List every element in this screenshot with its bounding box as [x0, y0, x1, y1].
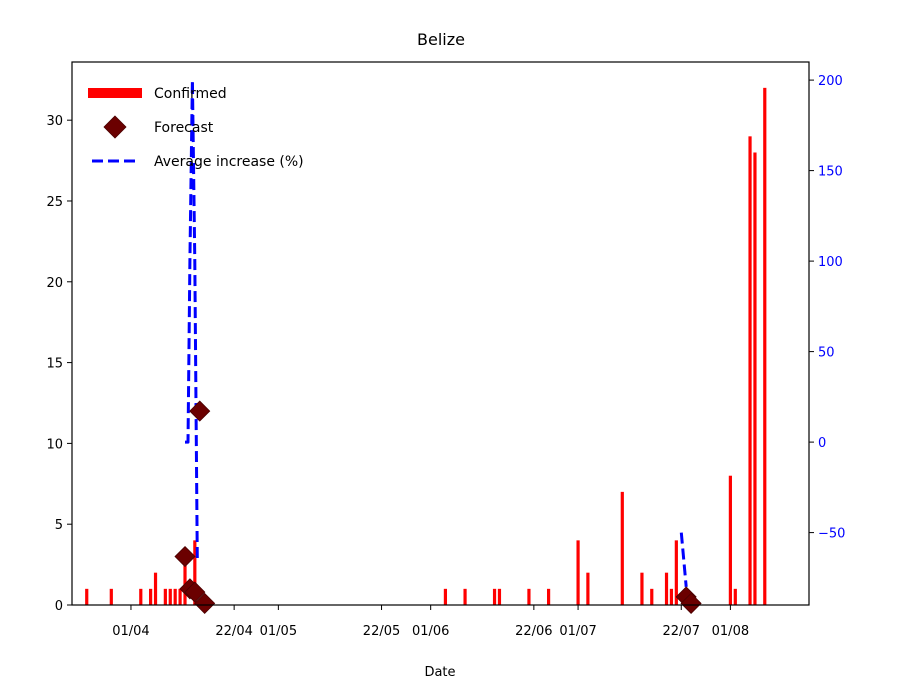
forecast-point-0: [174, 545, 196, 568]
forecast-markers: [174, 400, 702, 614]
confirmed-bar-9: [183, 556, 187, 605]
confirmed-bar-28: [753, 152, 757, 605]
y-tick-label-5: 25: [46, 195, 63, 210]
y-tick-label-1: 5: [55, 518, 63, 533]
x-axis-label: Date: [424, 665, 455, 680]
y-tick-label-3: 15: [46, 357, 63, 372]
x-tick-label-8: 01/08: [712, 624, 749, 639]
confirmed-bar-11: [443, 588, 448, 605]
x-tick-label-2: 01/05: [260, 624, 297, 639]
y2-tick-label-0: −50: [818, 527, 845, 542]
confirmed-bar-16: [546, 588, 551, 605]
forecast-point-4: [194, 592, 216, 614]
legend: Confirmed Forecast Average increase (%): [88, 86, 304, 170]
bars: [85, 87, 767, 606]
legend-label-1: Forecast: [154, 120, 214, 136]
confirmed-bar-7: [173, 588, 177, 605]
forecast-point-6: [680, 592, 702, 614]
confirmed-bar-8: [178, 588, 182, 605]
average-increase-segment-1: [679, 532, 688, 588]
confirmed-bar-12: [463, 588, 467, 605]
x-tick-label-3: 22/05: [363, 624, 400, 639]
y-tick-label-6: 30: [46, 114, 63, 129]
x-tick-label-7: 22/07: [663, 624, 700, 639]
x-tick-label-6: 01/07: [559, 624, 596, 639]
confirmed-bar-15: [527, 588, 531, 605]
confirmed-bar-27: [748, 136, 752, 605]
legend-forecast-swatch: [103, 115, 127, 139]
confirmed-bar-23: [669, 588, 674, 605]
x-tick-label-4: 01/06: [412, 624, 449, 639]
x-tick-label-1: 22/04: [215, 624, 252, 639]
confirmed-bar-13: [492, 588, 497, 605]
confirmed-bar-18: [586, 572, 590, 605]
y-axis-left: 0 5 10 15 20 25 30: [46, 114, 72, 614]
y-axis-right: −50 0 50 100 150 200: [809, 74, 845, 542]
confirmed-bar-22: [664, 572, 669, 605]
forecast-point-2: [184, 581, 206, 603]
x-tick-label-0: 01/04: [112, 624, 149, 639]
x-tick-label-5: 22/06: [515, 624, 552, 639]
confirmed-bar-24: [674, 540, 678, 605]
y2-tick-label-5: 200: [818, 74, 843, 89]
confirmed-bar-14: [497, 588, 502, 605]
confirmed-bar-10: [193, 540, 197, 605]
y2-tick-label-4: 150: [818, 165, 843, 180]
legend-label-2: Average increase (%): [154, 154, 304, 170]
forecast-point-3: [189, 400, 211, 422]
legend-confirmed-swatch: [88, 88, 142, 98]
confirmed-bar-19: [620, 491, 624, 605]
y2-tick-label-2: 50: [818, 346, 835, 361]
confirmed-bar-20: [640, 572, 644, 605]
confirmed-bar-26: [733, 588, 737, 605]
x-axis: 01/04 22/04 01/05 22/05 01/06 22/06 01/07 22/07…: [112, 605, 749, 639]
y2-tick-label-3: 100: [818, 255, 843, 270]
average-increase-segment-0: [185, 78, 199, 560]
confirmed-bar-25: [728, 475, 732, 605]
legend-label-0: Confirmed: [154, 86, 227, 102]
confirmed-bar-2: [139, 588, 143, 605]
confirmed-bar-29: [763, 87, 767, 606]
chart-title: Belize: [417, 30, 465, 49]
confirmed-bar-3: [149, 588, 153, 605]
average-increase-line: [185, 78, 688, 588]
confirmed-bar-4: [153, 572, 158, 605]
confirmed-bar-6: [168, 588, 172, 605]
y-tick-label-4: 20: [46, 276, 63, 291]
y-tick-label-2: 10: [46, 437, 63, 452]
confirmed-bar-0: [85, 588, 89, 605]
y-tick-label-0: 0: [55, 599, 63, 614]
confirmed-bar-17: [576, 540, 580, 605]
y2-tick-label-1: 0: [818, 436, 826, 451]
confirmed-bar-21: [650, 588, 654, 605]
confirmed-bar-5: [163, 588, 167, 605]
confirmed-bar-1: [109, 588, 113, 605]
plot-frame: [71, 61, 810, 606]
